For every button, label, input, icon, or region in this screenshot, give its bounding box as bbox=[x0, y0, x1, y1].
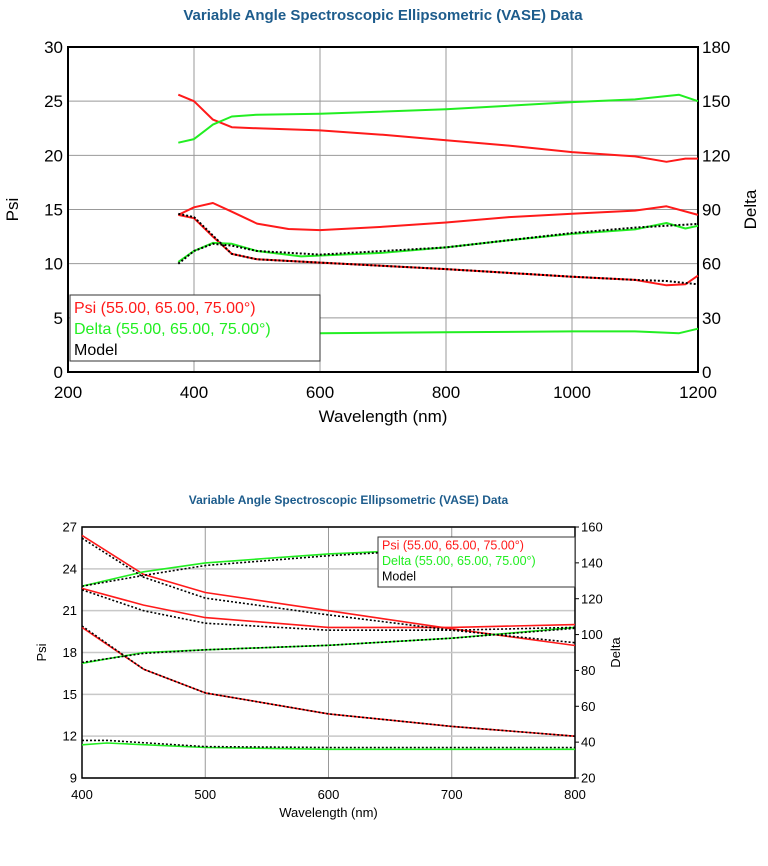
y2-axis-label: Delta bbox=[741, 189, 760, 229]
model-series-line bbox=[177, 222, 699, 265]
x-axis-label: Wavelength (nm) bbox=[279, 805, 378, 820]
model-series-line bbox=[178, 212, 699, 286]
y2-tick-label: 0 bbox=[702, 363, 711, 382]
y2-tick-label: 100 bbox=[581, 627, 603, 642]
y2-tick-label: 60 bbox=[581, 699, 595, 714]
y-tick-label: 18 bbox=[63, 645, 77, 660]
y2-tick-label: 80 bbox=[581, 663, 595, 678]
legend: Psi (55.00, 65.00, 75.00°) Delta (55.00, … bbox=[69, 294, 321, 362]
x-tick-label: 400 bbox=[180, 383, 208, 402]
legend-box bbox=[377, 536, 576, 588]
y-tick-label: 27 bbox=[63, 520, 77, 535]
y2-tick-label: 60 bbox=[702, 255, 721, 274]
x-tick-label: 1000 bbox=[553, 383, 591, 402]
y-axis-label: Psi bbox=[34, 643, 49, 661]
y-tick-label: 5 bbox=[54, 309, 63, 328]
x-tick-label: 700 bbox=[441, 787, 463, 802]
x-tick-label: 600 bbox=[318, 787, 340, 802]
plot-frame bbox=[81, 526, 576, 779]
model-series-line bbox=[81, 627, 576, 664]
legend-box bbox=[69, 294, 321, 362]
legend-entry: Model bbox=[382, 570, 416, 584]
y2-tick-label: 150 bbox=[702, 92, 730, 111]
y2-tick-label: 180 bbox=[702, 38, 730, 57]
legend-entry: Model bbox=[74, 342, 118, 359]
delta-series-line bbox=[177, 222, 699, 263]
chart-2: Variable Angle Spectroscopic Ellipsometr… bbox=[34, 493, 623, 820]
y2-tick-label: 140 bbox=[581, 555, 603, 570]
y-axis-label: Psi bbox=[3, 198, 22, 222]
x-tick-label: 800 bbox=[432, 383, 460, 402]
y2-tick-label: 20 bbox=[581, 771, 595, 786]
delta-series-line bbox=[178, 93, 699, 144]
chart-title: Variable Angle Spectroscopic Ellipsometr… bbox=[189, 493, 509, 507]
y-tick-label: 20 bbox=[44, 146, 63, 165]
x-tick-label: 400 bbox=[71, 787, 93, 802]
psi-series-line bbox=[177, 202, 699, 232]
x-tick-label: 1200 bbox=[679, 383, 717, 402]
x-axis-label: Wavelength (nm) bbox=[319, 407, 448, 426]
y-tick-label: 0 bbox=[54, 363, 63, 382]
y-tick-label: 15 bbox=[63, 687, 77, 702]
y-tick-label: 15 bbox=[44, 200, 63, 219]
y-tick-label: 9 bbox=[70, 771, 77, 786]
x-tick-label: 800 bbox=[564, 787, 586, 802]
y-tick-label: 21 bbox=[63, 603, 77, 618]
model-series-line bbox=[81, 537, 576, 644]
x-tick-label: 600 bbox=[306, 383, 334, 402]
y-tick-label: 10 bbox=[44, 255, 63, 274]
psi-series-line bbox=[177, 93, 698, 163]
legend-entry: Psi (55.00, 65.00, 75.00°) bbox=[382, 539, 524, 553]
legend: Psi (55.00, 65.00, 75.00°)Delta (55.00, … bbox=[377, 536, 576, 588]
psi-series-line bbox=[81, 534, 576, 647]
y2-tick-label: 120 bbox=[702, 146, 730, 165]
y2-tick-label: 30 bbox=[702, 309, 721, 328]
chart-title: Variable Angle Spectroscopic Ellipsometr… bbox=[183, 7, 583, 24]
y2-tick-label: 90 bbox=[702, 200, 721, 219]
plot-frame bbox=[67, 46, 699, 373]
x-tick-label: 500 bbox=[194, 787, 216, 802]
delta-series-line bbox=[81, 742, 575, 751]
y2-axis-label: Delta bbox=[608, 637, 623, 668]
psi-series-line bbox=[81, 626, 576, 737]
model-series-line bbox=[82, 739, 575, 749]
y2-tick-label: 40 bbox=[581, 735, 595, 750]
y-tick-label: 12 bbox=[63, 729, 77, 744]
legend-entry: Delta (55.00, 65.00, 75.00°) bbox=[382, 554, 536, 568]
chart-1: Variable Angle Spectroscopic Ellipsometr… bbox=[3, 7, 760, 426]
legend-entry: Psi (55.00, 65.00, 75.00°) bbox=[74, 300, 256, 317]
x-tick-label: 200 bbox=[54, 383, 82, 402]
psi-series-line bbox=[81, 587, 576, 629]
legend-entry: Delta (55.00, 65.00, 75.00°) bbox=[74, 321, 271, 338]
y-tick-label: 30 bbox=[44, 38, 63, 57]
y-tick-label: 24 bbox=[63, 561, 77, 576]
y-tick-label: 25 bbox=[44, 92, 63, 111]
y2-tick-label: 120 bbox=[581, 591, 603, 606]
model-series-line bbox=[81, 589, 576, 632]
y2-tick-label: 160 bbox=[581, 520, 603, 535]
